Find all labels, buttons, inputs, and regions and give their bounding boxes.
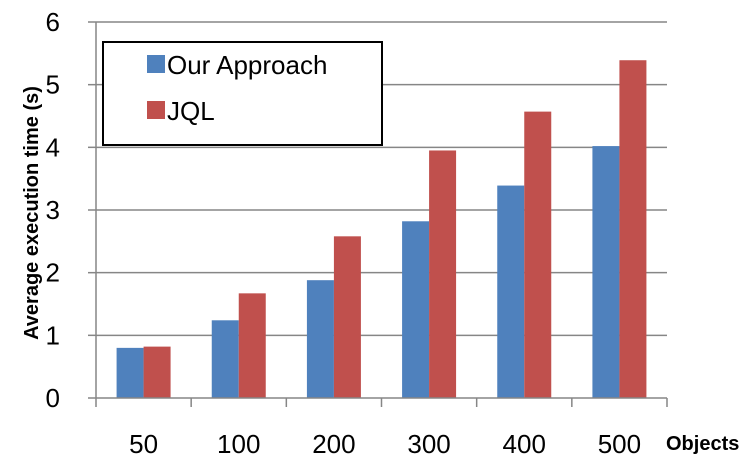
legend-swatch-jql <box>147 101 165 119</box>
y-axis-title: Average execution time (s) <box>21 86 43 340</box>
legend-label-our-approach: Our Approach <box>167 50 327 80</box>
bar-our-approach <box>306 280 334 398</box>
bar-jql <box>333 236 361 398</box>
x-tick-labels: 50 100 200 300 400 500 <box>129 429 641 459</box>
y-tick-label: 3 <box>46 195 60 225</box>
y-tick-label: 2 <box>46 258 60 288</box>
legend-label-jql: JQL <box>167 96 215 126</box>
bars <box>116 60 647 399</box>
x-tick-label: 500 <box>598 429 641 459</box>
bar-jql <box>143 346 171 398</box>
axes <box>88 21 668 407</box>
x-tick-label: 400 <box>503 429 546 459</box>
bar-our-approach <box>497 185 525 398</box>
bar-jql <box>429 150 457 398</box>
y-tick-label: 1 <box>46 320 60 350</box>
y-tick-label: 5 <box>46 70 60 100</box>
y-tick-label: 0 <box>46 383 60 413</box>
y-tick-label: 6 <box>46 7 60 37</box>
x-tick-label: 300 <box>407 429 450 459</box>
x-tick-label: 100 <box>217 429 260 459</box>
legend-swatch-our-approach <box>147 55 165 73</box>
bar-jql <box>524 111 552 398</box>
bar-our-approach <box>116 347 144 398</box>
bar-our-approach <box>402 221 430 398</box>
bar-jql <box>619 60 647 399</box>
bar-jql <box>238 293 266 398</box>
x-tick-label: 200 <box>312 429 355 459</box>
legend: Our Approach JQL <box>102 41 383 146</box>
y-tick-labels: 0 1 2 3 4 5 6 <box>46 7 60 413</box>
x-tick-label: 50 <box>129 429 158 459</box>
bar-our-approach <box>211 320 239 398</box>
y-tick-label: 4 <box>46 132 60 162</box>
bar-our-approach <box>592 146 620 398</box>
x-axis-title: Objects <box>666 433 739 455</box>
